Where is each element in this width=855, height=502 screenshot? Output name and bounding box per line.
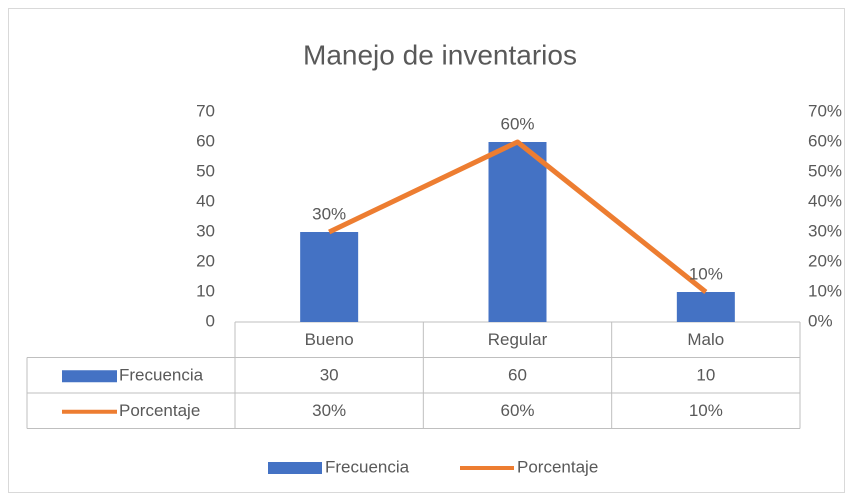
bar bbox=[300, 232, 359, 322]
data-label: 10% bbox=[689, 264, 723, 283]
table-cell: 60% bbox=[500, 401, 534, 420]
y-tick-label: 60 bbox=[196, 131, 215, 150]
y-tick-label: 20 bbox=[196, 251, 215, 270]
legend-key bbox=[268, 462, 322, 474]
legend-label: Porcentaje bbox=[517, 457, 598, 476]
data-label: 30% bbox=[312, 204, 346, 223]
legend-key bbox=[62, 370, 117, 383]
line bbox=[328, 139, 708, 294]
y2-tick-label: 70% bbox=[808, 101, 842, 120]
y2-tick-label: 20% bbox=[808, 251, 842, 270]
x-tick-label: Bueno bbox=[305, 330, 354, 349]
chart-frame bbox=[8, 8, 845, 493]
y2-tick-label: 40% bbox=[808, 191, 842, 210]
x-tick-label: Regular bbox=[488, 330, 548, 349]
bar bbox=[676, 292, 735, 322]
legend-label: Frecuencia bbox=[325, 457, 410, 476]
x-tick-label: Malo bbox=[687, 330, 724, 349]
y-tick-label: 30 bbox=[196, 221, 215, 240]
data-label: 60% bbox=[500, 114, 534, 133]
y-tick-label: 50 bbox=[196, 161, 215, 180]
table-cell: 60 bbox=[508, 366, 527, 385]
chart-title: Manejo de inventarios bbox=[303, 39, 577, 70]
y2-tick-label: 60% bbox=[808, 131, 842, 150]
y-tick-label: 40 bbox=[196, 191, 215, 210]
bar bbox=[488, 142, 547, 322]
y2-tick-label: 50% bbox=[808, 161, 842, 180]
table-cell: 10% bbox=[689, 401, 723, 420]
table-cell: 30 bbox=[320, 366, 339, 385]
y-tick-label: 70 bbox=[196, 101, 215, 120]
y-tick-label: 0 bbox=[206, 311, 215, 330]
table-row-label: Frecuencia bbox=[119, 366, 204, 385]
table-cell: 30% bbox=[312, 401, 346, 420]
table-cell: 10 bbox=[696, 366, 715, 385]
y2-tick-label: 10% bbox=[808, 281, 842, 300]
table-row-label: Porcentaje bbox=[119, 401, 200, 420]
y2-tick-label: 0% bbox=[808, 311, 833, 330]
y-tick-label: 10 bbox=[196, 281, 215, 300]
y2-tick-label: 30% bbox=[808, 221, 842, 240]
